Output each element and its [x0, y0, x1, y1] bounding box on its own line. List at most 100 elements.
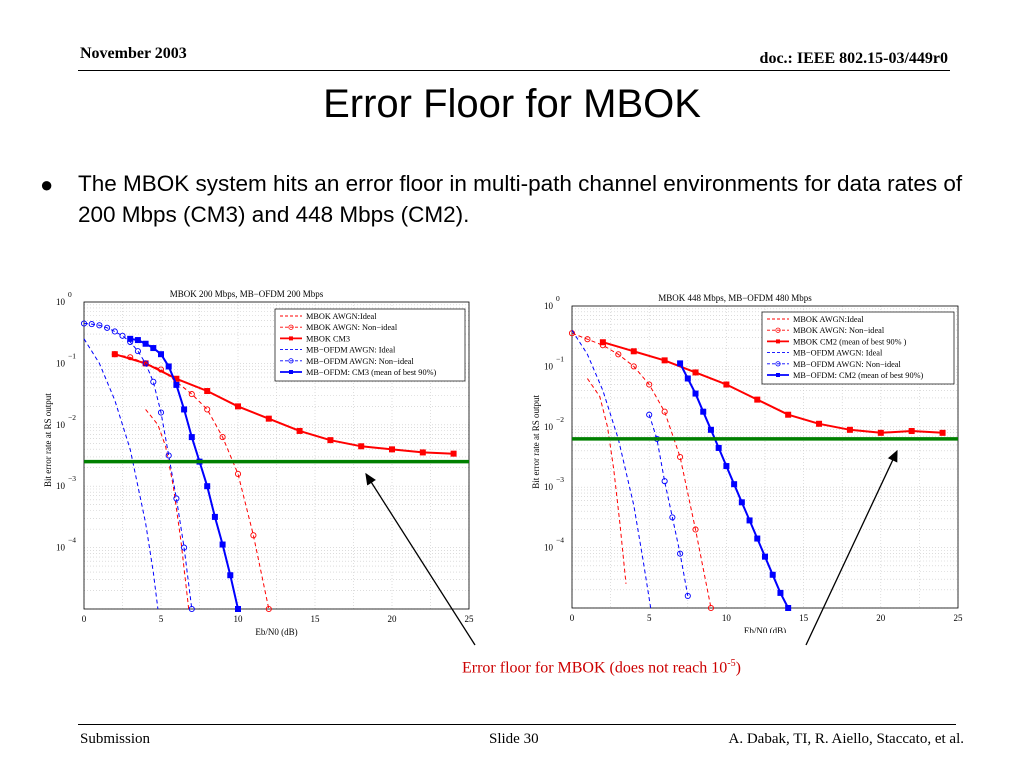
- data-point: [715, 444, 722, 451]
- legend-marker: [775, 361, 781, 367]
- data-point: [265, 605, 272, 613]
- series-line: [571, 329, 652, 609]
- data-point: [119, 332, 126, 339]
- x-tick-label: 15: [799, 613, 809, 623]
- series-line: [571, 332, 712, 609]
- data-point: [211, 513, 218, 520]
- data-point: [599, 339, 606, 346]
- data-point: [181, 406, 188, 413]
- data-point: [188, 391, 195, 398]
- legend-box: [274, 308, 466, 382]
- data-point: [204, 483, 211, 490]
- data-point: [723, 381, 730, 388]
- x-tick-label: 0: [82, 614, 87, 624]
- data-point: [615, 351, 622, 358]
- y-tick-base: 10: [544, 482, 554, 492]
- data-point: [723, 463, 730, 470]
- legend-label: MB−OFDM: CM3 (mean of best 90%): [306, 368, 437, 377]
- data-point: [227, 572, 234, 579]
- data-point: [785, 411, 792, 418]
- data-point: [158, 351, 164, 358]
- data-point: [684, 592, 691, 599]
- data-point: [165, 452, 172, 459]
- data-point: [746, 517, 753, 524]
- data-point: [762, 553, 768, 560]
- x-tick-label: 15: [311, 614, 321, 624]
- data-point: [358, 443, 365, 450]
- y-tick-exponent: −1: [556, 354, 564, 363]
- data-point: [669, 514, 676, 521]
- x-tick-label: 20: [876, 613, 886, 623]
- legend-label: MB−OFDM AWGN: Non−ideal: [306, 357, 414, 366]
- data-point: [754, 396, 761, 403]
- data-point: [646, 411, 653, 418]
- data-point: [80, 320, 88, 327]
- data-point: [785, 605, 792, 611]
- data-point: [250, 532, 257, 539]
- legend-box: [761, 311, 955, 385]
- y-tick-exponent: −3: [556, 475, 564, 484]
- data-point: [104, 324, 111, 331]
- chart-title: MBOK 448 Mbps, MB−OFDM 480 Mbps: [658, 293, 812, 303]
- x-tick-label: 10: [722, 613, 732, 623]
- footer-rule: [78, 724, 956, 725]
- data-point: [692, 390, 699, 397]
- x-axis-label: Eb/N0 (dB): [744, 626, 786, 633]
- data-point: [389, 446, 395, 453]
- data-point: [188, 434, 195, 441]
- y-tick-exponent: −3: [68, 474, 76, 483]
- legend-label: MBOK AWGN:Ideal: [306, 312, 377, 321]
- data-point: [707, 604, 715, 612]
- data-point: [111, 328, 118, 335]
- data-point: [646, 381, 653, 388]
- legend-label: MB−OFDM AWGN: Ideal: [306, 346, 396, 355]
- data-point: [769, 571, 776, 578]
- data-point: [150, 378, 157, 385]
- chart-200mbps: MBOK 200 Mbps, MB−OFDM 200 Mbps 0 5 10 15 20 2…: [43, 289, 474, 637]
- data-point: [677, 360, 684, 367]
- callout-close: ): [735, 659, 741, 677]
- bullet-icon: ●: [40, 172, 54, 197]
- header-date: November 2003: [80, 45, 187, 62]
- legend-label: MBOK AWGN: Non−ideal: [306, 323, 398, 332]
- data-point: [88, 321, 95, 328]
- series-line: [114, 353, 454, 455]
- data-point: [219, 434, 226, 441]
- data-point: [700, 408, 707, 415]
- data-point: [134, 337, 141, 344]
- y-tick-exponent: −2: [556, 415, 564, 424]
- series-line: [83, 338, 159, 610]
- legend-label: MB−OFDM AWGN: Ideal: [793, 349, 883, 358]
- series-line: [145, 409, 190, 610]
- data-point: [327, 437, 334, 444]
- data-point: [738, 499, 745, 506]
- y-tick-exponent: −4: [68, 536, 76, 545]
- legend-marker: [776, 339, 780, 344]
- data-point: [877, 429, 884, 436]
- legend-marker: [289, 336, 293, 341]
- data-point: [296, 427, 303, 434]
- plot-frame: [83, 301, 470, 610]
- series-line: [602, 341, 943, 434]
- data-point: [908, 428, 915, 435]
- y-tick-base: 10: [56, 481, 66, 491]
- data-point: [188, 605, 195, 613]
- callout-arrow-right: [805, 449, 898, 646]
- y-tick-exponent: 0: [556, 294, 560, 303]
- data-point: [219, 541, 226, 548]
- footer-authors: A. Dabak, TI, R. Aiello, Staccato, et al…: [728, 731, 965, 747]
- header-rule: [78, 70, 950, 71]
- data-point: [204, 388, 211, 395]
- chart-title: MBOK 200 Mbps, MB−OFDM 200 Mbps: [170, 289, 324, 299]
- data-point: [684, 375, 691, 382]
- y-tick-base: 10: [544, 361, 554, 371]
- data-point: [134, 348, 141, 355]
- data-point: [939, 429, 946, 436]
- legend-marker: [288, 324, 294, 330]
- data-point: [630, 363, 637, 370]
- data-point: [692, 526, 699, 533]
- data-point: [157, 409, 165, 416]
- y-axis-label: Bit error rate at RS output: [43, 393, 53, 487]
- callout-exponent: -5: [727, 658, 736, 669]
